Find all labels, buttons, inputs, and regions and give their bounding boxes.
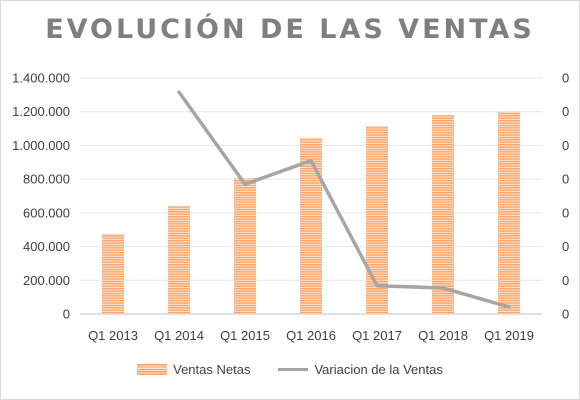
y2-tick-label: 0 bbox=[562, 273, 569, 288]
y2-tick-label: 0 bbox=[562, 205, 569, 220]
bar-ventas-netas bbox=[300, 137, 322, 314]
y-tick-label: 400.000 bbox=[23, 239, 70, 254]
y-tick-label: 0 bbox=[63, 307, 70, 322]
legend-label-ventas-netas: Ventas Netas bbox=[173, 362, 251, 377]
bar-ventas-netas bbox=[366, 126, 388, 315]
x-tick-label: Q1 2019 bbox=[484, 328, 534, 343]
y2-tick-label: 0 bbox=[562, 172, 569, 187]
y-tick-label: 200.000 bbox=[23, 273, 70, 288]
x-tick-label: Q1 2013 bbox=[88, 328, 138, 343]
bar-ventas-netas bbox=[432, 115, 454, 314]
y2-tick-label: 0 bbox=[562, 104, 569, 119]
y-tick-label: 1.000.000 bbox=[12, 138, 70, 153]
legend-item-ventas-netas: Ventas Netas bbox=[137, 362, 250, 377]
chart-legend: Ventas Netas Variacion de la Ventas bbox=[0, 362, 580, 377]
x-tick-label: Q1 2015 bbox=[220, 328, 270, 343]
x-tick-label: Q1 2016 bbox=[286, 328, 336, 343]
bar-ventas-netas bbox=[498, 111, 520, 314]
y2-tick-label: 0 bbox=[562, 71, 569, 86]
bar-ventas-netas bbox=[102, 233, 124, 314]
x-tick-label: Q1 2018 bbox=[418, 328, 468, 343]
y-tick-label: 600.000 bbox=[23, 205, 70, 220]
line-variacion-ventas bbox=[177, 90, 511, 309]
chart-title: EVOLUCIÓN DE LAS VENTAS bbox=[45, 14, 535, 45]
y2-tick-label: 0 bbox=[562, 239, 569, 254]
legend-swatch-bar bbox=[137, 364, 168, 375]
x-tick-label: Q1 2017 bbox=[352, 328, 402, 343]
bar-ventas-netas bbox=[168, 206, 190, 314]
y2-tick-label: 0 bbox=[562, 138, 569, 153]
x-tick-label: Q1 2014 bbox=[154, 328, 204, 343]
bar-ventas-netas bbox=[234, 178, 256, 314]
y-tick-label: 800.000 bbox=[23, 172, 70, 187]
y-tick-label: 1.200.000 bbox=[12, 104, 70, 119]
legend-swatch-line bbox=[278, 368, 309, 371]
legend-item-variacion: Variacion de la Ventas bbox=[278, 362, 443, 377]
y2-tick-label: 0 bbox=[562, 307, 569, 322]
y-tick-label: 1.400.000 bbox=[12, 71, 70, 86]
legend-label-variacion: Variacion de la Ventas bbox=[314, 362, 443, 377]
